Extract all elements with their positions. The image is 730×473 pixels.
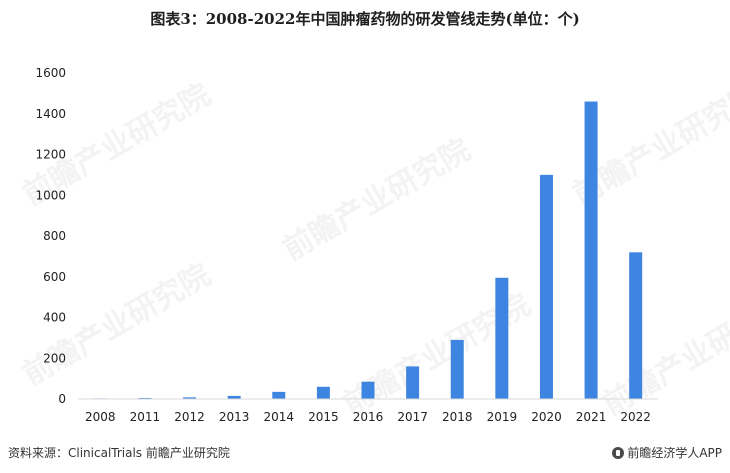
y-tick-label: 600: [43, 270, 66, 284]
y-axis: 0 200 400 600 800 1000 1200 1400 1600: [35, 66, 66, 406]
bar-2022: [629, 252, 643, 399]
y-tick-label: 1600: [35, 66, 66, 80]
bar-2018: [450, 339, 464, 399]
bar-2015: [316, 386, 330, 399]
y-tick-label: 800: [43, 229, 66, 243]
bar-2011: [138, 397, 152, 399]
source-note: 资料来源：ClinicalTrials 前瞻产业研究院: [8, 446, 230, 460]
x-tick-label: 2017: [397, 410, 428, 424]
x-tick-label: 2019: [487, 410, 518, 424]
x-tick-label: 2021: [576, 410, 607, 424]
chart-title: 图表3：2008-2022年中国肿瘤药物的研发管线走势(单位：个): [150, 10, 580, 28]
x-tick-label: 2014: [263, 410, 294, 424]
x-tick-label: 2020: [531, 410, 562, 424]
bar-2020: [539, 174, 553, 399]
bar-2021: [584, 101, 598, 400]
y-tick-label: 400: [43, 311, 66, 325]
y-tick-label: 0: [58, 392, 66, 406]
bar-2013: [227, 395, 241, 399]
x-tick-label: 2012: [174, 410, 205, 424]
x-tick-label: 2013: [219, 410, 250, 424]
y-tick-label: 1400: [35, 107, 66, 121]
bar-2017: [406, 366, 420, 399]
y-tick-label: 1200: [35, 148, 66, 162]
qianzhan-logo-icon: [612, 446, 625, 459]
y-tick-label: 200: [43, 351, 66, 365]
x-tick-label: 2016: [353, 410, 384, 424]
y-tick-label: 1000: [35, 188, 66, 202]
brand-credit: 前瞻经济学人APP: [612, 444, 722, 461]
bar-2012: [183, 397, 197, 399]
x-tick-label: 2018: [442, 410, 473, 424]
x-tick-label: 2008: [85, 410, 116, 424]
x-tick-label: 2011: [130, 410, 161, 424]
x-tick-label: 2022: [620, 410, 651, 424]
brand-label: 前瞻经济学人APP: [627, 446, 722, 460]
x-axis: 2008 2011 2012 2013 2014 2015 2016 2017 2018 2019…: [85, 410, 651, 424]
bar-2019: [495, 277, 509, 399]
x-tick-label: 2015: [308, 410, 339, 424]
bar-2016: [361, 381, 375, 399]
bar-2014: [272, 391, 286, 399]
bars: [93, 101, 643, 400]
